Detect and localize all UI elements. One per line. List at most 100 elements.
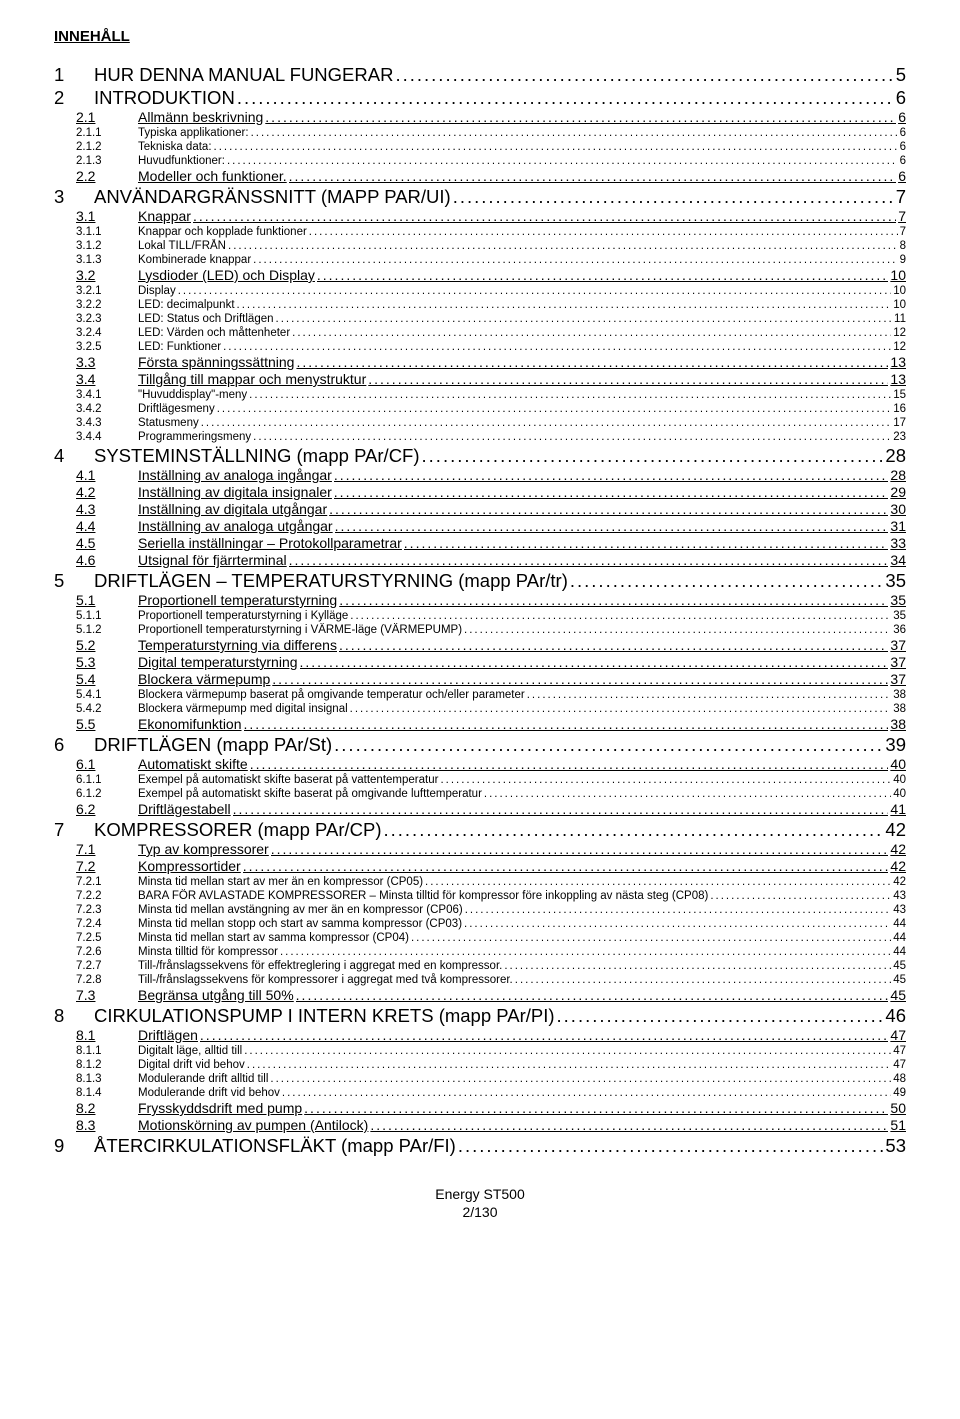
toc-text: ANVÄNDARGRÄNSSNITT (MAPP PAR/UI): [94, 185, 451, 208]
toc-text: Lokal TILL/FRÅN: [138, 239, 226, 253]
toc-number: 3.1: [76, 208, 120, 225]
toc-leader: [265, 109, 896, 126]
toc-number: 5: [54, 569, 88, 592]
toc-page: 42: [890, 858, 906, 875]
toc-number: 5.3: [76, 654, 120, 671]
toc-entry: 6.1Automatiskt skifte40: [76, 756, 906, 773]
toc-page: 38: [893, 702, 906, 716]
toc-text: DRIFTLÄGEN – TEMPERATURSTYRNING (mapp PA…: [94, 569, 568, 592]
toc-page: 33: [890, 535, 906, 552]
toc-text: LED: Funktioner: [138, 340, 221, 354]
toc-leader: [280, 945, 891, 959]
toc-number: 7.2.4: [76, 917, 124, 931]
toc-entry: 7.2.7Till-/frånslagssekvens för effektre…: [76, 959, 906, 973]
toc-page: 10: [893, 284, 906, 298]
toc-page: 53: [885, 1134, 906, 1157]
toc-leader: [251, 126, 898, 140]
toc-number: 4.3: [76, 501, 120, 518]
toc-number: 5.1.1: [76, 609, 124, 623]
toc-entry: 3.4.1"Huvuddisplay"-meny15: [76, 388, 906, 402]
toc-leader: [272, 671, 888, 688]
toc-text: Första spänningssättning: [138, 354, 294, 371]
toc-number: 4.5: [76, 535, 120, 552]
toc-text: Till-/frånslagssekvens för kompressorer …: [138, 973, 513, 987]
toc-text: Utsignal för fjärrterminal: [138, 552, 287, 569]
toc-entry: 8.1.3Modulerande drift alltid till48: [76, 1072, 906, 1086]
toc-leader: [289, 168, 897, 185]
toc-entry: 4SYSTEMINSTÄLLNING (mapp PAr/CF)28: [54, 444, 906, 467]
toc-page: 44: [893, 945, 906, 959]
toc-entry: 2.1.1Typiska applikationer:6: [76, 126, 906, 140]
toc-text: Inställning av analoga ingångar: [138, 467, 332, 484]
toc-leader: [464, 917, 891, 931]
toc-leader: [244, 1044, 891, 1058]
toc-leader: [504, 959, 891, 973]
toc-leader: [250, 756, 889, 773]
toc-leader: [244, 716, 889, 733]
toc-entry: 4.6Utsignal för fjärrterminal34: [76, 552, 906, 569]
toc-leader: [329, 501, 888, 518]
toc-entry: 7.2.4Minsta tid mellan stopp och start a…: [76, 917, 906, 931]
toc-entry: 4.5Seriella inställningar – Protokollpar…: [76, 535, 906, 552]
toc-text: KOMPRESSORER (mapp PAr/CP): [94, 818, 382, 841]
toc-leader: [368, 371, 888, 388]
toc-number: 7: [54, 818, 88, 841]
toc-page: 31: [890, 518, 906, 535]
toc-page: 6: [900, 126, 906, 140]
toc-text: Driftlägen: [138, 1027, 198, 1044]
toc-text: Typ av kompressorer: [138, 841, 269, 858]
toc-text: Modulerande drift vid behov: [138, 1086, 280, 1100]
toc-entry: 3.4.4Programmeringsmeny23: [76, 430, 906, 444]
toc-number: 7.2.6: [76, 945, 124, 959]
toc-text: INTRODUKTION: [94, 86, 235, 109]
toc-text: Tekniska data:: [138, 140, 212, 154]
toc-number: 5.4.1: [76, 688, 124, 702]
toc-entry: 7.3Begränsa utgång till 50%45: [76, 987, 906, 1004]
toc-leader: [282, 1086, 891, 1100]
toc-page: 7: [896, 185, 906, 208]
toc-page: 35: [890, 592, 906, 609]
toc-leader: [270, 1072, 891, 1086]
toc-page: 13: [890, 354, 906, 371]
toc-page: 40: [890, 756, 906, 773]
toc-number: 8.1: [76, 1027, 120, 1044]
toc-leader: [300, 654, 889, 671]
toc-text: Huvudfunktioner:: [138, 154, 225, 168]
toc-text: Exempel på automatiskt skifte baserat på…: [138, 773, 438, 787]
toc-entry: 3.2.1Display10: [76, 284, 906, 298]
toc-leader: [253, 430, 891, 444]
toc-entry: 4.1Inställning av analoga ingångar28: [76, 467, 906, 484]
page-footer: Energy ST500 2/130: [54, 1185, 906, 1221]
toc-text: Blockera värmepump med digital insignal: [138, 702, 348, 716]
toc-number: 7.1: [76, 841, 120, 858]
toc-text: Automatiskt skifte: [138, 756, 248, 773]
toc-text: Inställning av digitala utgångar: [138, 501, 327, 518]
toc-number: 8.1.4: [76, 1086, 124, 1100]
toc-list: 1HUR DENNA MANUAL FUNGERAR52INTRODUKTION…: [54, 63, 906, 1157]
toc-page: 12: [893, 340, 906, 354]
toc-number: 7.2.7: [76, 959, 124, 973]
toc-number: 6.2: [76, 801, 120, 818]
toc-leader: [453, 185, 894, 208]
toc-title: INNEHÅLL: [54, 28, 906, 45]
toc-page: 45: [893, 973, 906, 987]
toc-leader: [296, 354, 888, 371]
toc-text: Temperaturstyrning via differens: [138, 637, 337, 654]
toc-number: 3.2.5: [76, 340, 124, 354]
toc-text: Minsta tilltid för kompressor: [138, 945, 278, 959]
toc-text: BARA FÖR AVLASTADE KOMPRESSORER – Minsta…: [138, 889, 708, 903]
toc-entry: 7.2.2BARA FÖR AVLASTADE KOMPRESSORER – M…: [76, 889, 906, 903]
toc-number: 2.1.2: [76, 140, 124, 154]
toc-entry: 3.4.2Driftlägesmeny16: [76, 402, 906, 416]
toc-entry: 7.2.1Minsta tid mellan start av mer än e…: [76, 875, 906, 889]
toc-number: 2.1.1: [76, 126, 124, 140]
toc-leader: [464, 623, 891, 637]
toc-leader: [395, 63, 893, 86]
toc-number: 3.4: [76, 371, 120, 388]
toc-page: 43: [893, 889, 906, 903]
toc-entry: 1HUR DENNA MANUAL FUNGERAR5: [54, 63, 906, 86]
toc-text: Modulerande drift alltid till: [138, 1072, 268, 1086]
toc-page: 42: [890, 841, 906, 858]
toc-leader: [193, 208, 896, 225]
toc-entry: 7.2.3Minsta tid mellan avstängning av me…: [76, 903, 906, 917]
